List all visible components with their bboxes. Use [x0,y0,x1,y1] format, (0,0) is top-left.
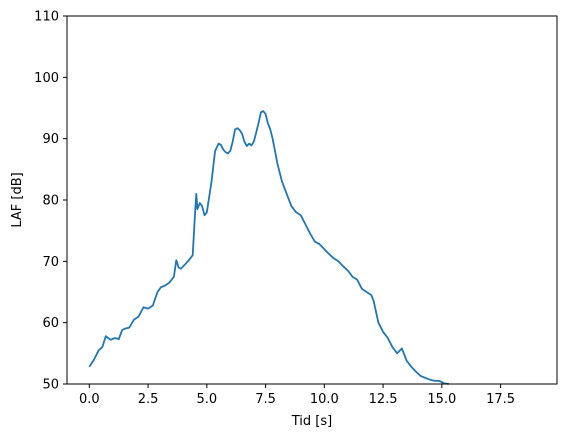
y-tick-label: 100 [34,71,59,86]
series-line [88,110,450,385]
y-tick-label: 70 [42,255,59,270]
x-tick-label: 15.0 [427,392,456,407]
y-axis-label: LAF [dB] [10,172,25,227]
y-tick-label: 50 [42,378,59,393]
x-tick-label: 12.5 [369,392,398,407]
x-tick-label: 0.0 [79,392,100,407]
y-tick-label: 60 [42,316,59,331]
y-tick-label: 110 [34,10,59,25]
x-tick-label: 2.5 [138,392,159,407]
x-tick-label: 5.0 [196,392,217,407]
x-tick-label: 10.0 [310,392,339,407]
y-tick-label: 90 [42,132,59,147]
plot-layer [88,110,450,385]
x-tick-label: 17.5 [486,392,515,407]
x-tick-label: 7.5 [255,392,276,407]
ticks-layer: 0.0 2.5 5.0 7.5 10.0 12.5 15.0 17.5 50 60 70 80 90 10… [34,10,515,408]
y-tick-label: 80 [42,194,59,209]
x-axis-label: Tid [s] [291,414,332,429]
